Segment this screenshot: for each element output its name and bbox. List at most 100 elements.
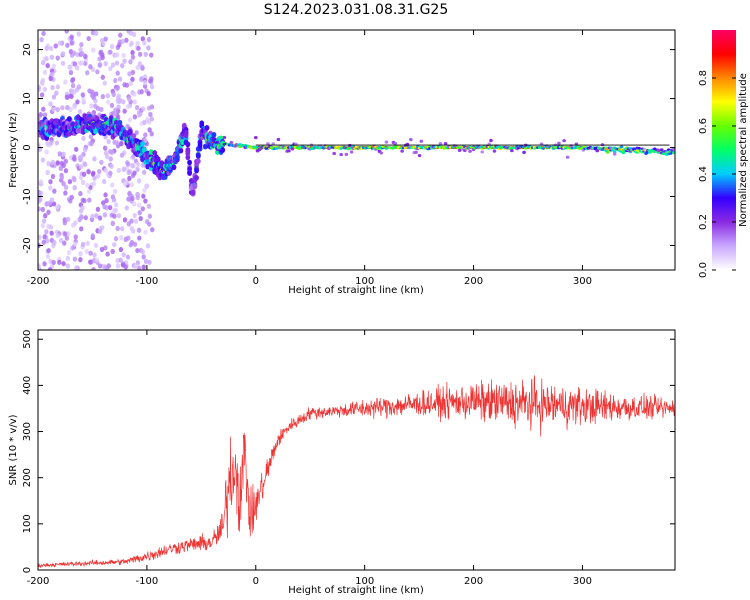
spectrogram-noise-cell — [85, 182, 90, 189]
spectrogram-noise-cell — [95, 105, 101, 111]
spectrogram-cell — [253, 136, 258, 140]
spectrogram-noise-cell — [146, 105, 152, 111]
spectrogram-noise-cell — [134, 130, 139, 136]
spectrogram-noise-cell — [50, 159, 56, 165]
spectrogram-cell — [185, 141, 191, 148]
spectrogram-noise-cell — [101, 178, 107, 185]
spectrogram-noise-cell — [137, 51, 143, 57]
spectrogram-cell — [379, 151, 384, 155]
spectrogram-noise-cell — [45, 63, 50, 69]
spectrogram-noise-cell — [52, 188, 57, 194]
spectrogram-cell — [672, 151, 675, 154]
spectrogram-noise-cell — [108, 156, 114, 162]
spectrogram-noise-cell — [67, 179, 73, 185]
spectrogram-x-tick-label: -100 — [136, 276, 159, 287]
spectrogram-cell — [185, 154, 191, 161]
spectrogram-noise-cell — [138, 215, 143, 222]
spectrogram-noise-cell — [38, 197, 43, 203]
spectrogram-noise-cell — [111, 91, 116, 98]
spectrogram-noise-cell — [102, 80, 107, 86]
spectrogram-noise-cell — [135, 247, 140, 254]
spectrogram-noise-cell — [126, 196, 131, 202]
snr-x-tick-label: 100 — [355, 576, 374, 587]
snr-x-tick-label: 300 — [573, 576, 592, 587]
spectrogram-noise-cell — [126, 96, 132, 102]
spectrogram-noise-cell — [105, 93, 111, 99]
spectrogram-noise-cell — [81, 171, 87, 177]
spectrogram-noise-cell — [100, 74, 106, 80]
spectrogram-noise-cell — [47, 267, 53, 270]
spectrogram-noise-cell — [118, 234, 124, 241]
spectrogram-noise-cell — [140, 106, 146, 112]
spectrogram-noise-cell — [54, 140, 60, 146]
spectrogram-noise-cell — [48, 45, 54, 52]
spectrogram-noise-cell — [38, 206, 41, 212]
spectrogram-noise-cell — [69, 34, 74, 40]
spectrogram-noise-cell — [103, 167, 108, 173]
spectrogram-noise-cell — [110, 220, 115, 226]
spectrogram-noise-cell — [42, 112, 48, 118]
spectrogram-noise-cell — [112, 208, 117, 214]
spectrogram-noise-cell — [93, 242, 99, 249]
spectrogram-cell — [155, 156, 161, 163]
spectrogram-noise-cell — [130, 162, 135, 169]
spectrogram-cell — [194, 167, 199, 174]
spectrogram-noise-cell — [134, 263, 139, 269]
spectrogram-noise-cell — [149, 52, 154, 58]
spectrogram-noise-cell — [95, 206, 101, 212]
spectrogram-noise-cell — [92, 175, 97, 181]
spectrogram-noise-cell — [76, 84, 82, 90]
spectrogram-noise-cell — [136, 227, 142, 233]
spectrogram-noise-cell — [69, 194, 74, 200]
spectrogram-noise-cell — [55, 233, 60, 239]
spectrogram-noise-cell — [73, 234, 78, 240]
spectrogram-cell — [215, 149, 220, 155]
spectrogram-noise-cell — [118, 32, 123, 38]
spectrogram-cell — [127, 129, 133, 135]
spectrogram-marks — [38, 30, 675, 270]
spectrogram-y-ticks: -20 -10 0 10 20 — [22, 43, 675, 254]
spectrogram-noise-cell — [107, 149, 113, 155]
spectrogram-noise-cell — [142, 187, 147, 193]
spectrogram-noise-cell — [61, 261, 66, 267]
spectrogram-noise-cell — [113, 188, 118, 195]
spectrogram-noise-cell — [57, 151, 62, 157]
spectrogram-noise-cell — [113, 236, 119, 242]
spectrogram-noise-cell — [71, 222, 76, 228]
spectrogram-noise-cell — [122, 181, 128, 187]
spectrogram-noise-cell — [141, 254, 146, 260]
spectrogram-noise-cell — [103, 36, 108, 42]
spectrogram-cell — [438, 142, 443, 146]
spectrogram-noise-cell — [80, 92, 86, 98]
spectrogram-noise-cell — [55, 84, 61, 90]
spectrogram-noise-cell — [129, 239, 135, 246]
spectrogram-noise-cell — [116, 93, 122, 99]
spectrogram-noise-cell — [99, 246, 105, 253]
spectrogram-noise-cell — [58, 165, 64, 171]
spectrogram-noise-cell — [44, 149, 49, 155]
figure-title: S124.2023.031.08.31.G25 — [264, 2, 449, 18]
spectrogram-noise-cell — [117, 76, 123, 82]
spectrogram-noise-cell — [57, 40, 62, 46]
spectrogram-noise-cell — [110, 248, 115, 255]
spectrogram-noise-cell — [134, 105, 140, 111]
snr-y-tick-label: 100 — [22, 514, 33, 533]
colorbar-ticks: 0.0 0.2 0.4 0.6 0.8 — [698, 70, 736, 278]
spectrogram-noise-cell — [84, 248, 90, 255]
spectrogram-noise-cell — [72, 185, 77, 191]
spectrogram-noise-cell — [79, 226, 84, 232]
spectrogram-noise-cell — [90, 213, 95, 219]
spectrogram-noise-cell — [94, 213, 99, 219]
spectrogram-noise-cell — [121, 252, 126, 258]
spectrogram-noise-cell — [71, 156, 77, 162]
spectrogram-noise-cell — [38, 84, 41, 90]
spectrogram-noise-cell — [125, 254, 131, 260]
spectrogram-cell — [211, 131, 217, 138]
spectrogram-noise-cell — [140, 64, 145, 70]
spectrogram-noise-cell — [50, 71, 55, 77]
spectrogram-noise-cell — [89, 141, 94, 147]
spectrogram-y-tick-label: 0 — [22, 144, 33, 150]
spectrogram-noise-cell — [54, 90, 59, 96]
spectrogram-noise-cell — [105, 154, 110, 160]
snr-x-ticks: -200 -100 0 100 200 300 — [27, 330, 592, 587]
